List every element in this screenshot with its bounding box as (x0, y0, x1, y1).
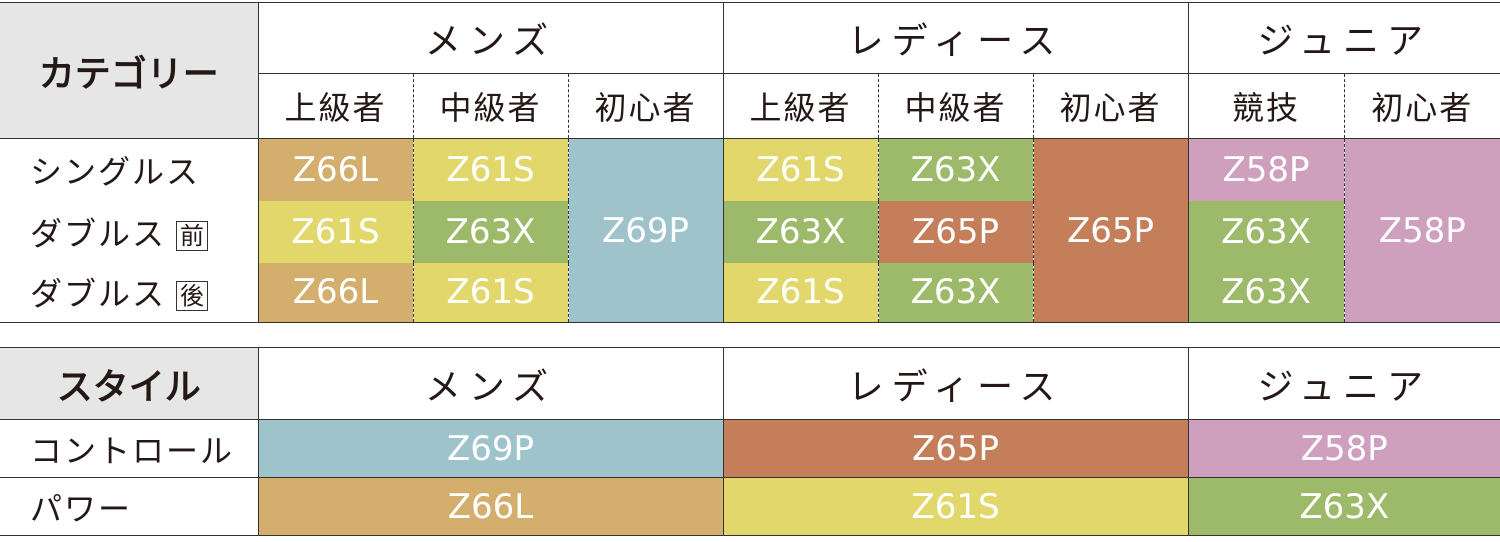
model-cell: Z61S (722, 262, 878, 323)
model-cell: Z61S (412, 138, 568, 201)
body-row: シングルス Z66L Z61S Z69P Z61S Z63X Z65P Z58P Z58P (0, 138, 1500, 323)
model-cell: Z58P (1343, 138, 1500, 323)
model-cell: Z63X (722, 200, 878, 263)
level-row: 上級者 中級者 初心者 上級者 中級者 初心者 競技 初心者 (0, 73, 1500, 139)
model-cell: Z61S (257, 200, 413, 263)
model-cell: Z66L (257, 262, 413, 323)
category-table: カテゴリー メンズ レディース ジュニア 上級者 中級者 初心者 上級者 中級者 初心者 競技 初心者… (0, 2, 1500, 323)
group-header: レディース (722, 2, 1189, 74)
level-header: 中級者 (877, 73, 1033, 139)
row-label: ダブルス後 (0, 262, 259, 323)
model-cell: Z63X (877, 138, 1033, 201)
body-row: ダブルス前 Z61S Z63X Z63X Z65P Z63X (0, 200, 1500, 263)
model-cell: Z63X (877, 262, 1033, 323)
group-header: メンズ (257, 347, 723, 420)
model-cell: Z58P (1187, 419, 1500, 478)
model-cell: Z65P (877, 200, 1033, 263)
model-cell: Z58P (1187, 138, 1345, 201)
level-header: 上級者 (722, 73, 878, 139)
table-header: カテゴリー (0, 2, 259, 139)
model-cell: Z63X (412, 200, 568, 263)
header-row: カテゴリー メンズ レディース ジュニア (0, 2, 1500, 139)
group-header: レディース (722, 347, 1188, 420)
model-cell: Z63X (1187, 477, 1500, 536)
level-header: 初心者 (1343, 73, 1500, 139)
group-header: ジュニア (1187, 347, 1500, 420)
row-label: コントロール (0, 419, 259, 478)
model-cell: Z65P (722, 419, 1188, 478)
group-header: ジュニア (1187, 2, 1500, 74)
style-table: スタイル メンズ レディース ジュニア コントロール Z69P Z65P Z58P パワー Z66… (0, 347, 1500, 536)
model-cell: Z61S (722, 138, 878, 201)
table-header: スタイル (0, 347, 259, 420)
body-row: パワー Z66L Z61S Z63X (0, 477, 1500, 536)
model-cell: Z69P (257, 419, 723, 478)
model-cell: Z65P (1032, 138, 1189, 323)
row-label: パワー (0, 477, 259, 536)
level-header: 初心者 (567, 73, 723, 139)
body-row: コントロール Z69P Z65P Z58P (0, 419, 1500, 478)
model-cell: Z63X (1187, 200, 1345, 263)
model-cell: Z69P (567, 138, 723, 323)
model-cell: Z66L (257, 477, 723, 536)
level-header: 上級者 (257, 73, 413, 139)
level-header: 競技 (1187, 73, 1345, 139)
model-cell: Z63X (1187, 262, 1345, 323)
level-header: 中級者 (412, 73, 568, 139)
model-cell: Z61S (722, 477, 1188, 536)
row-label: ダブルス前 (0, 200, 259, 263)
row-badge: 後 (176, 281, 209, 312)
model-cell: Z61S (412, 262, 568, 323)
model-cell: Z66L (257, 138, 413, 201)
row-label-text: ダブルス (30, 214, 167, 253)
row-label-text: ダブルス (30, 275, 167, 314)
row-label: シングルス (0, 138, 259, 201)
header-row: スタイル メンズ レディース ジュニア (0, 347, 1500, 420)
level-header: 初心者 (1032, 73, 1189, 139)
row-badge: 前 (176, 220, 209, 251)
group-header: メンズ (257, 2, 723, 74)
row-label-text: シングルス (30, 152, 201, 191)
body-row: ダブルス後 Z66L Z61S Z61S Z63X Z63X (0, 262, 1500, 323)
